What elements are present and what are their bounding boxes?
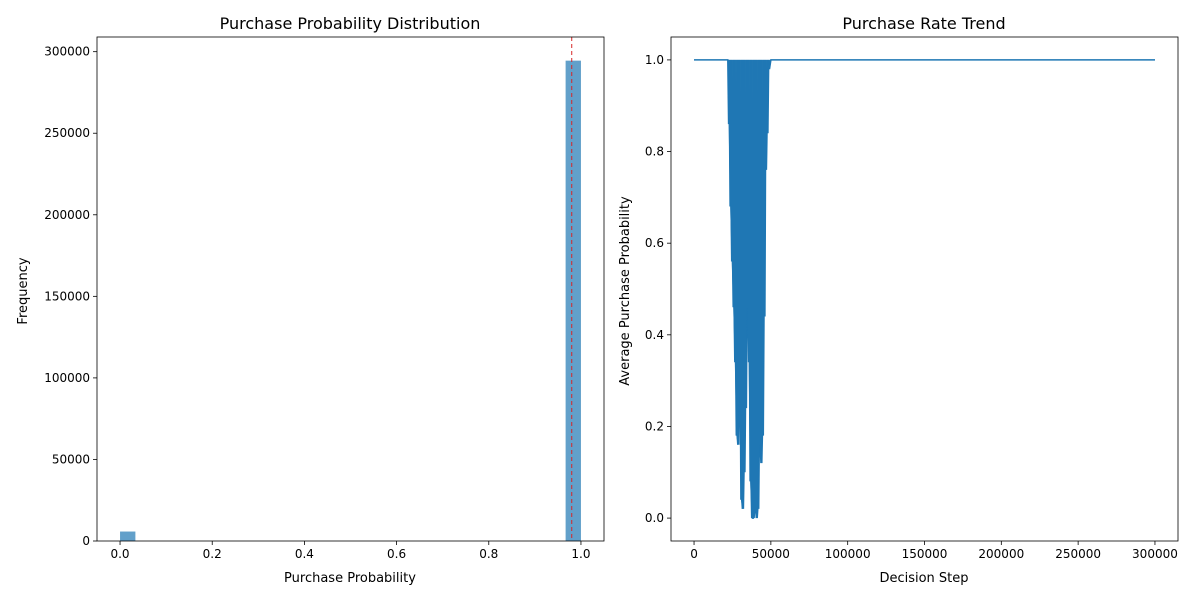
- trend-x-tick-label: 250000: [1055, 547, 1101, 561]
- histogram-panel: Purchase Probability Distribution 0.0 0.2…: [16, 14, 605, 586]
- histogram-title: Purchase Probability Distribution: [220, 14, 481, 33]
- trend-plot-area: 0 50000 100000 150000 200000 250000 300000 0.0 0…: [645, 36, 1179, 561]
- trend-x-tick-label: 300000: [1132, 547, 1178, 561]
- histogram-y-tick-label: 100000: [44, 371, 90, 385]
- trend-axes-frame: [670, 36, 1179, 542]
- histogram-y-tick-label: 50000: [52, 452, 90, 466]
- trend-y-tick-label: 1.0: [645, 53, 664, 67]
- trend-x-tick-label: 150000: [902, 547, 948, 561]
- trend-x-tick-label: 200000: [978, 547, 1024, 561]
- histogram-bar: [565, 60, 581, 542]
- trend-panel: Purchase Rate Trend 0 50000 100000 150000 20…: [618, 14, 1179, 586]
- histogram-x-tick-label: 0.4: [295, 547, 314, 561]
- trend-y-tick-label: 0.2: [645, 419, 664, 433]
- histogram-axes-frame: [96, 36, 605, 542]
- histogram-y-tick-label: 250000: [44, 126, 90, 140]
- histogram-x-tick-label: 0.6: [387, 547, 406, 561]
- trend-y-tick-label: 0.8: [645, 145, 664, 159]
- trend-y-tick-label: 0.0: [645, 511, 664, 525]
- trend-series-band: [727, 59, 771, 519]
- histogram-x-tick-label: 0.0: [110, 547, 129, 561]
- histogram-y-axis-label: Frequency: [16, 257, 31, 324]
- histogram-x-tick-label: 0.8: [479, 547, 498, 561]
- histogram-y-tick-label: 150000: [44, 289, 90, 303]
- trend-x-tick-label: 0: [690, 547, 698, 561]
- trend-x-tick-label: 50000: [752, 547, 790, 561]
- trend-y-tick-label: 0.6: [645, 236, 664, 250]
- histogram-y-tick-label: 0: [82, 534, 90, 548]
- trend-y-axis-label: Average Purchase Probability: [618, 196, 633, 386]
- histogram-x-tick-label: 1.0: [571, 547, 590, 561]
- histogram-plot-area: 0.0 0.2 0.4 0.6 0.8 1.0 0 50000 100000 150000 2000…: [44, 36, 605, 561]
- histogram-x-tick-label: 0.2: [203, 547, 222, 561]
- histogram-bar: [120, 531, 136, 541]
- trend-title: Purchase Rate Trend: [842, 14, 1005, 33]
- histogram-x-axis-label: Purchase Probability: [284, 571, 416, 586]
- histogram-y-tick-label: 300000: [44, 45, 90, 59]
- trend-y-tick-label: 0.4: [645, 328, 664, 342]
- trend-x-tick-label: 100000: [825, 547, 871, 561]
- trend-x-axis-label: Decision Step: [879, 571, 968, 586]
- histogram-y-tick-label: 200000: [44, 208, 90, 222]
